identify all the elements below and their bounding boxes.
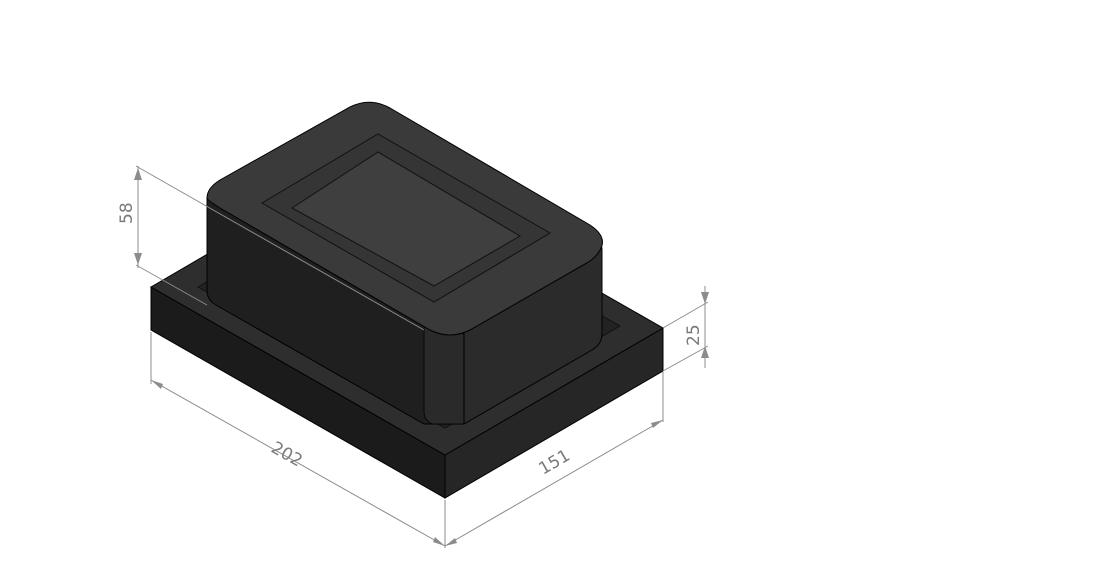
body-corner-fillet — [423, 324, 465, 425]
dimension-body-height: 58 — [117, 165, 425, 331]
dimension-overall-length-label: 202 — [268, 438, 306, 471]
top-inner-panel — [291, 151, 521, 287]
dimension-overall-width-label: 151 — [536, 446, 574, 480]
dimension-base-height: 25 — [662, 286, 709, 372]
upper-body — [206, 101, 603, 425]
dimension-body-height-label: 58 — [117, 202, 137, 224]
dimension-base-height-label: 25 — [684, 324, 704, 346]
